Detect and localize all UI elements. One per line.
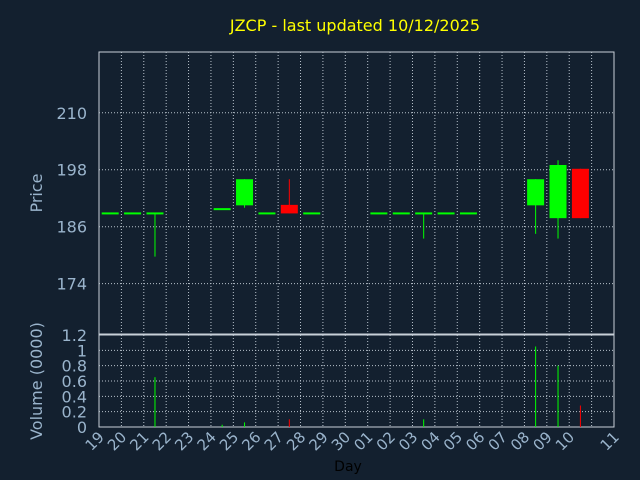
price-tick-label: 186 [56, 218, 87, 237]
price-y-tick-labels: 174 186 198 210 [56, 104, 87, 294]
volume-y-tick-labels: 00.20.40.60.811.2 [62, 326, 87, 437]
candle-body [437, 212, 455, 215]
volume-axis-label: Volume (0000) [27, 322, 46, 440]
chart-title: JZCP - last updated 10/12/2025 [229, 16, 480, 35]
volume-tick-label: 1 [77, 341, 87, 360]
volume-grid [99, 335, 614, 427]
x-tick-label: 10 [552, 428, 578, 454]
candle-body [303, 212, 321, 215]
volume-tick-label: 0.8 [62, 357, 87, 376]
volume-panel-frame [98, 334, 615, 428]
candle-body [146, 212, 164, 215]
price-axis-label: Price [27, 173, 46, 212]
price-tick-label: 210 [56, 104, 87, 123]
candle-body [549, 164, 567, 219]
candles [101, 160, 589, 257]
x-tick-label: 11 [597, 428, 623, 454]
candle-body [527, 179, 545, 206]
x-tick-labels: 1920212223242526272829300102030405060708… [82, 428, 623, 454]
price-panel-frame [98, 51, 615, 335]
candle-body [124, 212, 142, 215]
candle-body [370, 212, 388, 215]
volume-tick-label: 0.6 [62, 372, 87, 391]
volume-tick-label: 0.4 [62, 387, 87, 406]
candle-body [280, 204, 298, 214]
price-grid [99, 52, 614, 334]
volume-tick-label: 1.2 [62, 326, 87, 345]
candle-body [236, 179, 254, 206]
candle-body [459, 212, 477, 215]
price-tick-label: 174 [56, 275, 87, 294]
volume-bars [154, 346, 581, 427]
candle-body [571, 168, 589, 219]
candle-body [213, 208, 231, 211]
x-axis-label: Day [334, 459, 362, 475]
volume-tick-label: 0 [77, 418, 87, 437]
volume-tick-label: 0.2 [62, 403, 87, 422]
price-tick-label: 198 [56, 161, 87, 180]
candle-body [392, 212, 410, 215]
candle-body [258, 212, 276, 215]
candle-body [415, 212, 433, 215]
candle-body [101, 212, 119, 215]
